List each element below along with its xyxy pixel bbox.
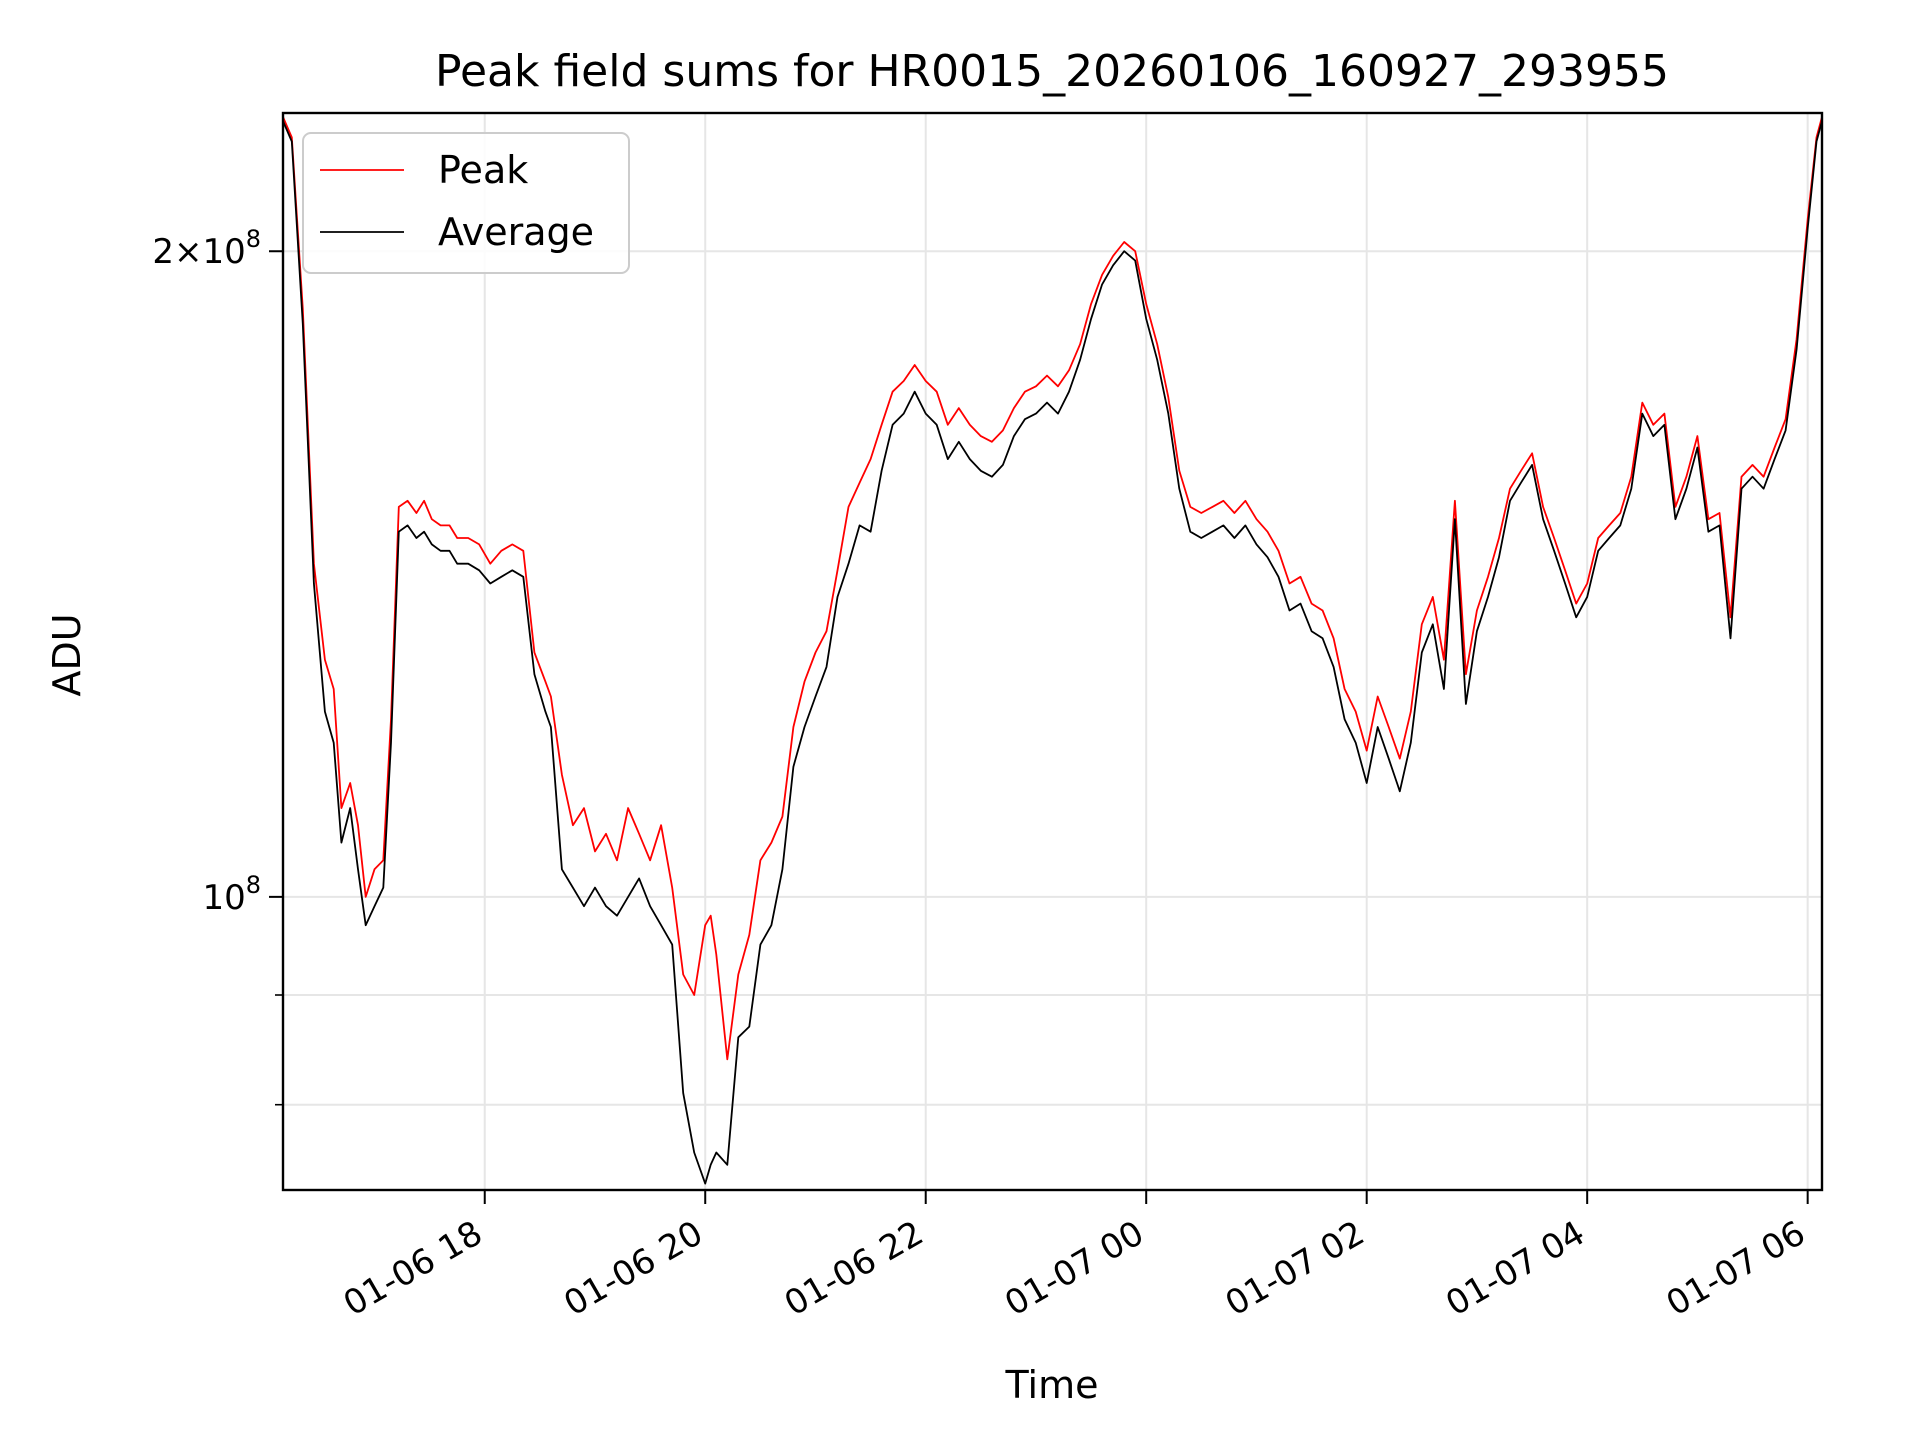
grid [283,113,1822,1190]
x-tick-label: 01-06 18 [337,1213,489,1324]
x-tick-label: 01-06 20 [557,1213,709,1324]
x-tick-label: 01-06 22 [778,1213,930,1324]
series-line-peak [282,116,1823,1061]
y-tick-label: 108 [202,871,261,918]
y-axis-label: ADU [45,613,89,696]
x-axis-label: Time [1005,1363,1099,1407]
x-tick-label: 01-07 04 [1439,1213,1591,1324]
legend: Peak Average [302,132,630,274]
legend-label-average: Average [438,210,594,254]
y-tick-label: 2×108 [152,225,261,272]
series-line-average [282,120,1823,1185]
ticks: 01-06 18 01-06 20 01-06 22 01-07 00 01-07 02… [152,225,1812,1324]
x-tick-label: 01-07 02 [1219,1213,1371,1324]
series-layer [282,116,1823,1185]
legend-label-peak: Peak [438,148,528,192]
x-tick-label: 01-07 06 [1660,1213,1812,1324]
x-tick-label: 01-07 00 [998,1213,1150,1324]
chart-title: Peak field sums for HR0015_20260106_1609… [435,46,1669,97]
plot-frame [281,111,1824,1192]
legend-box [302,132,630,274]
